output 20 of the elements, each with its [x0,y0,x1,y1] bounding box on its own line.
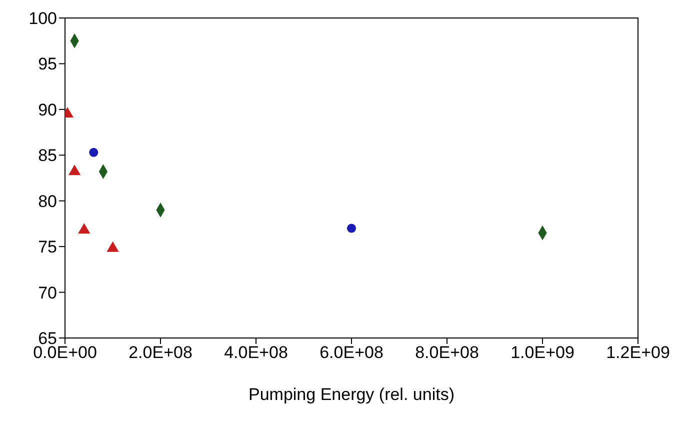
x-tick-label: 1.2E+09 [606,343,670,362]
y-tick-label: 100 [28,9,57,28]
y-tick-label: 80 [38,192,57,211]
x-axis-title: Pumping Energy (rel. units) [248,385,454,404]
x-tick-label: 2.0E+08 [128,343,192,362]
x-tick-label: 6.0E+08 [320,343,384,362]
y-tick-label: 90 [38,100,57,120]
y-tick-label: 85 [38,146,57,166]
point [68,164,81,176]
x-tick-label: 0.0E+00 [33,343,97,362]
point [106,241,119,252]
x-tick-label: 4.0E+08 [224,343,288,362]
point [346,224,356,233]
y-tick-label: 75 [38,238,57,257]
y-tick-label: 95 [38,54,57,74]
point [89,148,98,157]
x-tick-label: 1.0E+09 [510,343,574,362]
y-tick-label: 70 [38,283,57,302]
x-tick-label: 8.0E+08 [415,343,479,362]
point [78,223,90,234]
